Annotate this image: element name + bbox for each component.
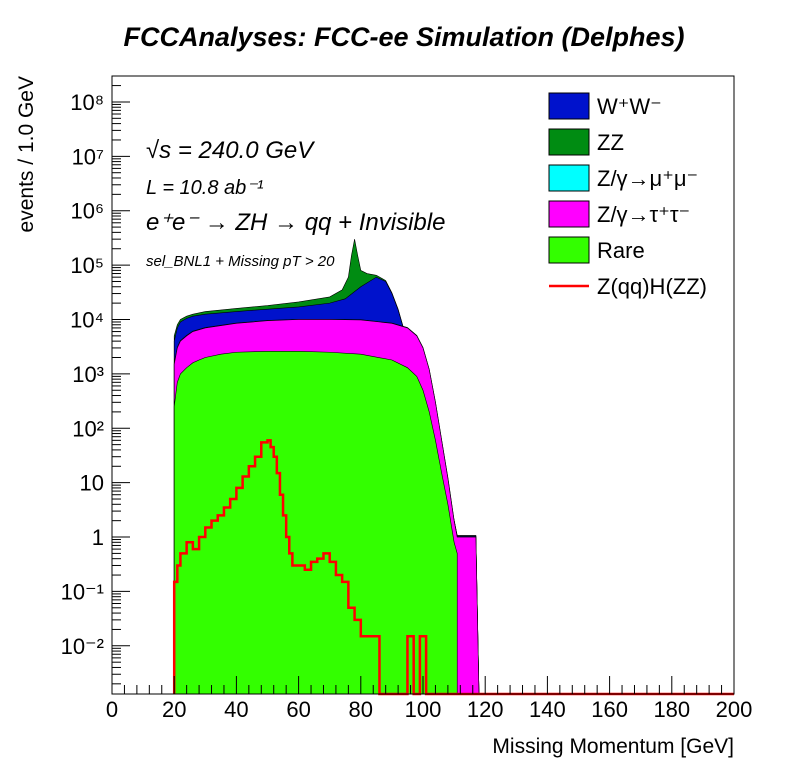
x-tick-label: 140 [529,697,566,722]
x-tick-label: 120 [467,697,504,722]
x-axis: 0 20 40 60 80 100 120 140 160 180 200 [106,676,752,722]
legend-swatch [548,200,590,228]
legend-label: Rare [597,238,645,263]
x-tick-label: 20 [162,697,186,722]
y-tick-label: 10⁴ [70,307,104,332]
legend-item-rare: Rare [548,236,645,264]
annotation-process: e⁺e⁻ → ZH → qq + Invisible [146,209,445,236]
annotations: √s = 240.0 GeV L = 10.8 ab⁻¹ e⁺e⁻ → ZH →… [146,137,445,270]
y-tick-label: 10⁶ [70,199,104,224]
y-tick-label: 10² [72,416,104,441]
y-axis: 10⁸ 10⁷ 10⁶ 10⁵ 10⁴ 10³ 10² 10 1 10⁻¹ 10⁻² [61,75,130,685]
x-axis-title: Missing Momentum [GeV] [492,735,734,758]
x-tick-label: 200 [716,697,753,722]
y-tick-label: 10 [80,471,104,496]
legend-swatch [548,128,590,156]
y-tick-label: 10⁻² [61,634,104,659]
x-tick-label: 160 [591,697,628,722]
y-tick-label: 10⁵ [70,253,104,278]
series-layer [172,239,734,696]
y-tick-label: 10⁸ [70,90,104,115]
legend-label: W⁺W⁻ [597,94,662,119]
series-rare [173,351,458,695]
x-tick-label: 40 [224,697,248,722]
legend-item-zz: ZZ [548,128,624,156]
legend-item-z-qq-h-zz: Z(qq)H(ZZ) [549,274,707,299]
legend-swatch [548,92,590,120]
x-tick-label: 180 [653,697,690,722]
annotation-lumi: L = 10.8 ab⁻¹ [146,177,264,199]
series-z-qq-h-zz [172,439,734,696]
x-tick-label: 100 [405,697,442,722]
x-tick-label: 80 [349,697,373,722]
x-tick-label: 0 [106,697,118,722]
chart-title: FCCAnalyses: FCC-ee Simulation (Delphes) [123,22,684,52]
y-tick-label: 1 [92,525,104,550]
legend-swatch [548,236,590,264]
legend-item-z: Z/γ→τ⁺τ⁻ [548,200,690,228]
legend-label: ZZ [597,130,624,155]
legend: W⁺W⁻ ZZ Z/γ→μ⁺μ⁻ Z/γ→τ⁺τ⁻ Rare Z(qq)H(ZZ) [548,92,707,299]
plot-area [111,75,735,696]
annotation-selection: sel_BNL1 + Missing pT > 20 [146,253,335,270]
legend-swatch [548,164,590,192]
y-tick-label: 10⁷ [72,144,104,169]
legend-label: Z/γ→τ⁺τ⁻ [597,202,690,227]
y-axis-title: events / 1.0 GeV [15,76,38,232]
annotation-sqrt-s: √s = 240.0 GeV [146,137,315,164]
y-tick-label: 10³ [72,362,104,387]
legend-label: Z/γ→μ⁺μ⁻ [597,166,698,191]
x-tick-label: 60 [286,697,310,722]
legend-label: Z(qq)H(ZZ) [597,274,707,299]
legend-item-z: Z/γ→μ⁺μ⁻ [548,164,698,192]
y-tick-label: 10⁻¹ [61,579,104,604]
legend-item-w-w: W⁺W⁻ [548,92,662,120]
